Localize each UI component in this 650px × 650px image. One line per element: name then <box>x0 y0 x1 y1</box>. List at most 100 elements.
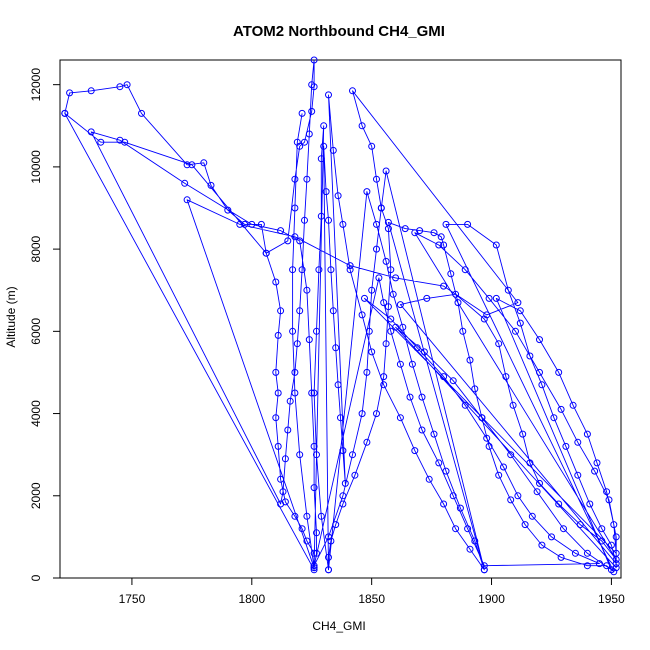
data-point <box>334 381 342 389</box>
data-point <box>478 414 486 422</box>
data-point <box>384 303 392 311</box>
data-point <box>435 459 443 467</box>
data-point <box>301 216 308 224</box>
data-point <box>605 496 613 504</box>
data-point <box>485 442 493 450</box>
data-point <box>612 549 620 557</box>
data-point <box>349 87 356 95</box>
data-point <box>291 389 299 397</box>
data-point <box>440 282 448 290</box>
data-point <box>382 257 390 265</box>
data-point <box>603 488 611 496</box>
data-point <box>257 220 265 228</box>
data-point <box>440 241 448 249</box>
data-point <box>449 377 457 385</box>
data-point <box>430 430 438 438</box>
data-point <box>396 360 404 368</box>
data-point <box>61 109 69 117</box>
data-point <box>466 545 474 553</box>
data-point <box>536 368 543 376</box>
data-point <box>528 512 536 520</box>
data-point <box>480 566 488 574</box>
data-point <box>262 249 270 257</box>
y-tick-label: 4000 <box>29 400 43 427</box>
data-point <box>87 128 95 136</box>
data-point <box>461 266 469 274</box>
chart-title: ATOM2 Northbound CH4_GMI <box>233 23 445 40</box>
data-point <box>303 175 311 183</box>
data-point <box>557 553 565 561</box>
data-point <box>373 245 380 253</box>
data-point <box>519 430 527 438</box>
data-point <box>382 340 390 348</box>
x-tick-label: 1950 <box>598 592 625 606</box>
data-point <box>296 237 304 245</box>
data-point <box>123 81 131 89</box>
data-point <box>466 356 474 364</box>
data-point <box>456 504 464 512</box>
data-point <box>296 451 304 459</box>
data-point <box>420 348 428 356</box>
data-point <box>538 541 546 549</box>
data-point <box>516 319 524 327</box>
data-point <box>423 294 431 302</box>
data-point <box>607 566 615 574</box>
data-point <box>382 167 390 175</box>
data-point <box>313 451 320 459</box>
data-point <box>365 327 373 335</box>
data-point <box>334 192 342 200</box>
y-tick-label: 0 <box>29 574 43 581</box>
data-point <box>301 138 308 146</box>
data-point <box>97 138 105 146</box>
data-point <box>449 492 457 500</box>
data-point <box>387 266 395 274</box>
data-point <box>612 560 620 568</box>
data-point <box>555 368 563 376</box>
data-point <box>495 471 503 479</box>
data-point <box>377 204 385 212</box>
data-point <box>358 311 366 319</box>
data-point <box>603 562 611 570</box>
data-point <box>507 496 515 504</box>
data-point <box>346 262 354 270</box>
data-point <box>298 525 306 533</box>
data-point <box>305 130 313 138</box>
data-point <box>329 146 337 154</box>
data-point <box>200 159 208 167</box>
x-tick-label: 1800 <box>238 592 265 606</box>
data-point <box>440 500 448 508</box>
y-tick-label: 10000 <box>29 150 43 184</box>
data-point <box>550 414 558 422</box>
data-point <box>504 286 512 294</box>
data-point <box>607 541 615 549</box>
data-point <box>325 553 332 561</box>
data-point <box>521 521 529 529</box>
data-point <box>413 344 421 352</box>
data-point <box>512 327 519 335</box>
series-layer <box>61 56 620 576</box>
data-point <box>310 56 318 64</box>
data-point <box>274 331 282 339</box>
y-axis: 0 2000 4000 6000 8000 10000 12000 <box>29 68 61 581</box>
data-point <box>502 373 510 381</box>
data-point <box>286 397 294 405</box>
data-point <box>272 414 280 422</box>
data-point <box>492 241 500 249</box>
data-point <box>236 220 244 228</box>
data-point <box>291 175 299 183</box>
data-point <box>396 414 404 422</box>
data-point <box>373 175 380 183</box>
data-point <box>207 181 215 189</box>
data-point <box>387 315 395 323</box>
data-point <box>325 533 332 541</box>
data-point <box>562 442 570 450</box>
data-point <box>279 488 287 496</box>
data-point <box>548 533 555 541</box>
data-point <box>595 560 603 568</box>
data-point <box>471 385 479 393</box>
data-point <box>514 492 522 500</box>
data-point <box>440 373 448 381</box>
data-point <box>586 500 594 508</box>
data-point <box>576 521 584 529</box>
data-point <box>363 368 371 376</box>
